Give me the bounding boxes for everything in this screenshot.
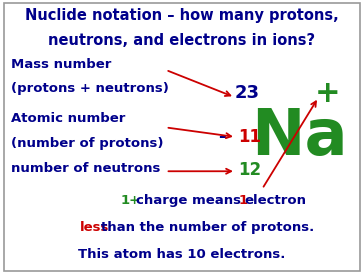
Text: than the number of protons.: than the number of protons. bbox=[101, 221, 314, 234]
Text: This atom has 10 electrons.: This atom has 10 electrons. bbox=[78, 248, 286, 261]
Text: 23: 23 bbox=[235, 84, 260, 102]
Text: 11: 11 bbox=[238, 128, 261, 146]
Text: charge means: charge means bbox=[136, 193, 241, 207]
Text: Atomic number: Atomic number bbox=[11, 112, 125, 125]
Text: less: less bbox=[80, 221, 110, 234]
FancyBboxPatch shape bbox=[4, 3, 360, 271]
Text: Mass number: Mass number bbox=[11, 58, 111, 70]
Text: Nuclide notation – how many protons,: Nuclide notation – how many protons, bbox=[25, 8, 339, 23]
Text: Na: Na bbox=[251, 106, 348, 168]
Text: electron: electron bbox=[245, 193, 306, 207]
Text: –: – bbox=[218, 130, 226, 144]
Text: (number of protons): (number of protons) bbox=[11, 137, 163, 150]
Text: 1: 1 bbox=[238, 193, 248, 207]
Text: (protons + neutrons): (protons + neutrons) bbox=[11, 82, 169, 95]
Text: neutrons, and electrons in ions?: neutrons, and electrons in ions? bbox=[48, 33, 316, 48]
Text: 12: 12 bbox=[238, 161, 262, 179]
Text: number of neutrons: number of neutrons bbox=[11, 162, 160, 175]
Text: 1+: 1+ bbox=[120, 193, 140, 207]
Text: +: + bbox=[315, 79, 340, 108]
